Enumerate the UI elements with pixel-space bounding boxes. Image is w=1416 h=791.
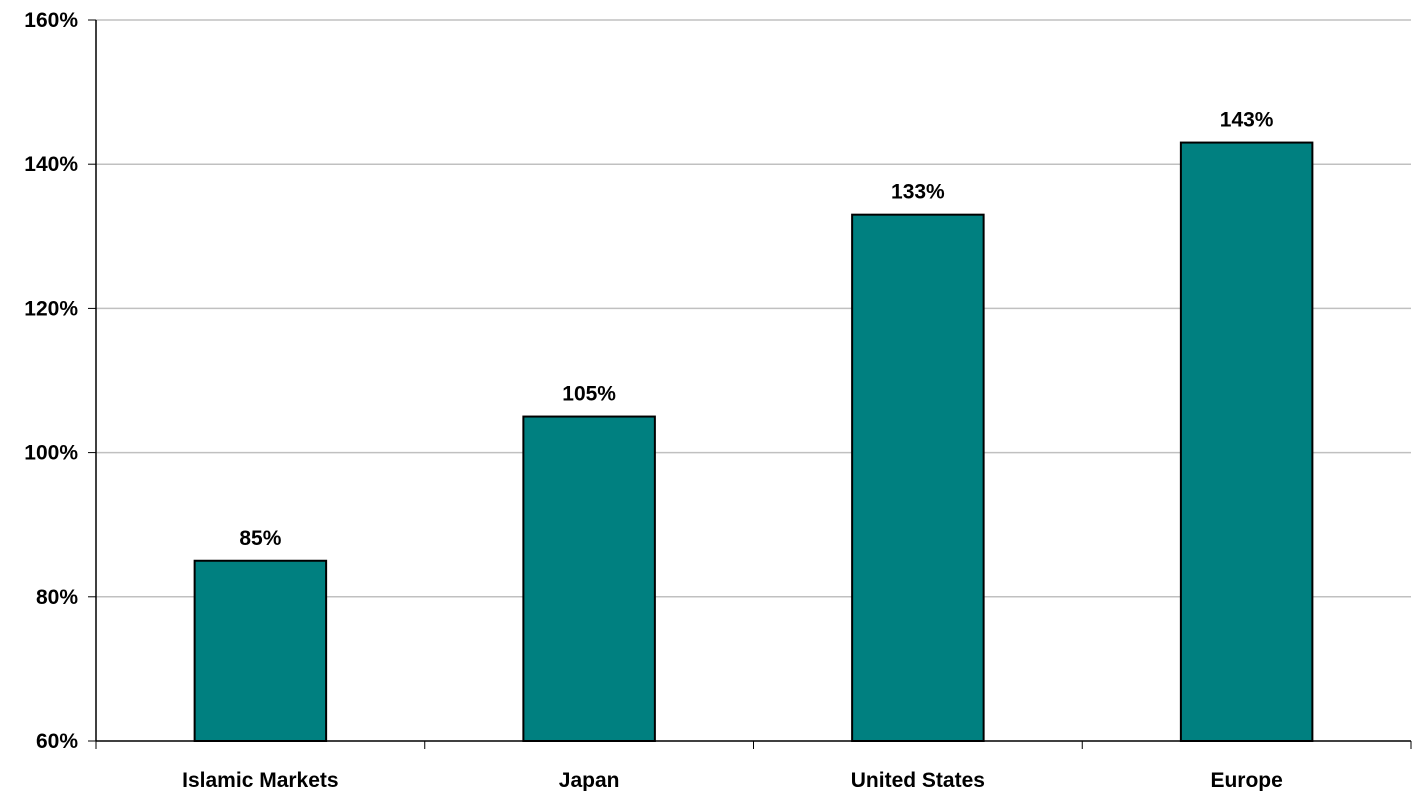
bar [193,559,328,742]
bar [851,213,985,743]
y-tick-label: 100% [24,442,78,465]
data-label: 105% [562,383,616,406]
data-label: 85% [239,527,281,550]
bar [1179,141,1314,742]
axes [88,19,1412,749]
y-tick-labels: 60% 80% 100% 120% 140% 160% [24,9,78,753]
x-tick-label: Japan [559,769,620,791]
bar [522,415,656,742]
bars [193,141,1314,743]
y-tick-label: 160% [24,9,78,32]
x-tick-labels: Islamic Markets Japan United States Europe [182,769,1283,791]
x-tick-label: United States [851,769,985,791]
x-tick-label: Europe [1210,769,1282,791]
y-tick-label: 120% [24,297,78,320]
data-labels: 85% 105% 133% 143% [239,109,1273,550]
x-tick-label: Islamic Markets [182,769,338,791]
y-tick-label: 60% [36,730,78,753]
data-label: 143% [1220,109,1274,132]
y-tick-label: 80% [36,586,78,609]
data-label: 133% [891,181,945,204]
y-tick-label: 140% [24,153,78,176]
